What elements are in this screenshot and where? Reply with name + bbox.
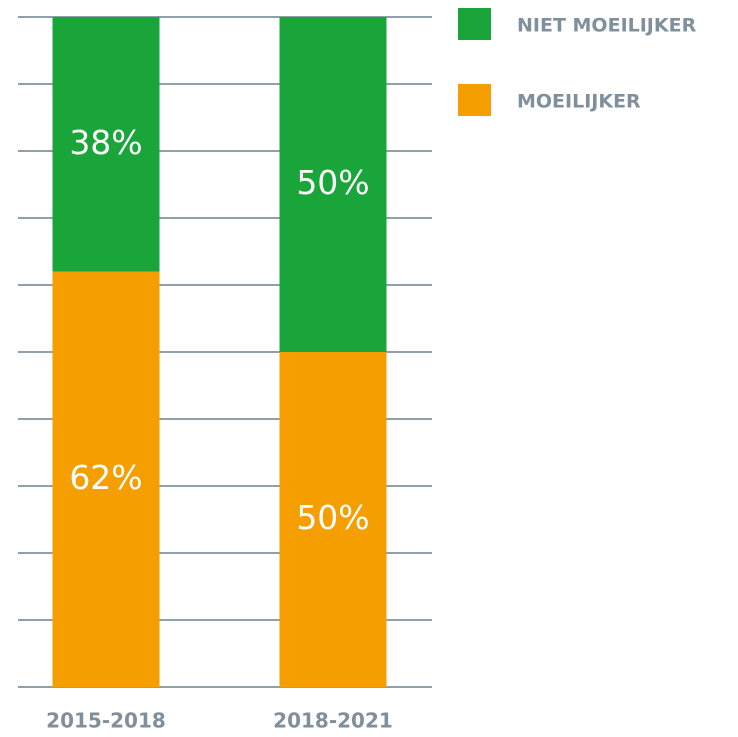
x-tick-label: 2018-2021 [273,709,393,733]
bar-segment [279,352,387,687]
legend-swatch [458,84,491,116]
bar-segment [279,17,387,352]
data-label: 50% [296,163,369,202]
x-tick-label: 2015-2018 [46,709,166,733]
legend-label: NIET MOEILIJKER [517,15,697,37]
data-label: 50% [296,498,369,537]
legend-label: MOEILIJKER [517,91,641,113]
data-label: 38% [69,123,142,162]
bar-segment [52,17,160,272]
data-label: 62% [69,458,142,497]
bar-segment [52,271,160,687]
legend-swatch [458,8,491,40]
